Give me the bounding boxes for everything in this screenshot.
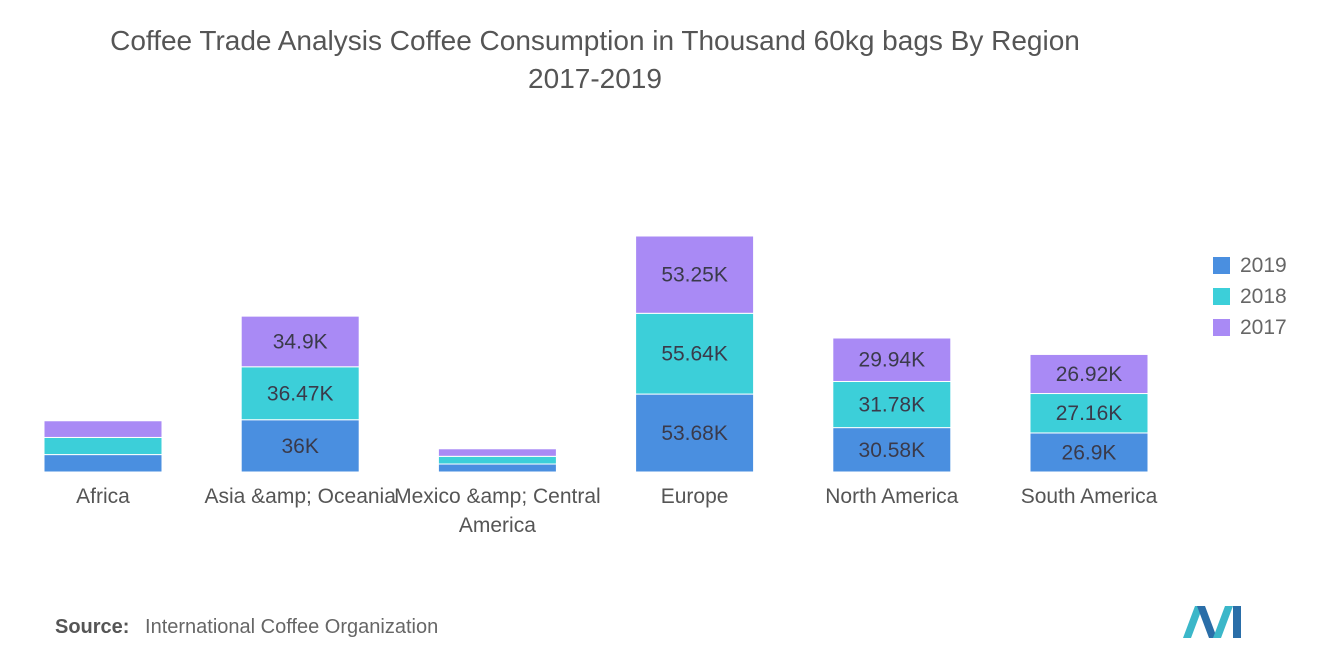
data-label-2017-5: 26.92K [1056,363,1123,386]
bar-2018-1 [240,366,360,421]
data-label-2017-3: 53.25K [661,264,728,287]
chart-plot: Africa 36K 36.47K 34.9K Asia &amp; OceaniaMe… [43,235,1158,537]
data-label-2019-1: 36K [282,435,319,458]
chart-legend: 2019 2018 2017 [1213,250,1287,343]
legend-item-2017: 2017 [1213,312,1287,343]
legend-swatch-2019 [1213,257,1230,274]
data-label-2019-4: 30.58K [859,439,926,462]
data-label-2017-4: 29.94K [859,349,926,372]
data-label-2019-5: 26.9K [1062,441,1117,464]
data-label-2018-3: 55.64K [661,343,728,366]
chart-title-line1: Coffee Trade Analysis Coffee Consumption… [110,25,1080,56]
bar-2018-5 [1029,393,1149,434]
data-label-2018-1: 36.47K [267,382,334,405]
chart-title-line2: 2017-2019 [528,63,662,94]
bar-2017-2 [437,448,557,457]
legend-label-2018: 2018 [1240,284,1287,308]
bar-2017-5 [1029,353,1149,395]
data-label-2019-3: 53.68K [661,422,728,445]
category-label-2: Mexico &amp; Central [394,485,601,508]
data-label-2018-4: 31.78K [859,394,926,417]
bar-2019-0 [43,454,163,473]
category-label-2: America [459,514,536,537]
chart-title: Coffee Trade Analysis Coffee Consumption… [30,22,1160,98]
bar-2019-1 [240,419,360,473]
data-label-2017-1: 34.9K [273,330,328,353]
bar-2019-2 [437,463,557,473]
category-label-5: South America [1021,485,1158,508]
bar-2019-4 [832,427,952,473]
bar-2018-4 [832,380,952,429]
source-note: Source: International Coffee Organizatio… [55,616,438,639]
bar-2018-3 [635,312,755,395]
source-text: International Coffee Organization [145,616,439,638]
bar-2017-3 [635,235,755,314]
bar-2018-2 [437,455,557,465]
brand-logo-icon [1183,606,1241,638]
legend-swatch-2018 [1213,288,1230,305]
bar-2017-0 [43,420,163,438]
legend-item-2019: 2019 [1213,250,1287,281]
category-label-3: Europe [661,485,729,508]
bar-2019-5 [1029,432,1149,473]
legend-label-2019: 2019 [1240,253,1287,277]
category-label-0: Africa [76,485,130,508]
legend-label-2017: 2017 [1240,315,1287,339]
category-label-4: North America [825,485,958,508]
data-label-2018-5: 27.16K [1056,402,1123,425]
bar-2017-4 [832,337,952,382]
category-label-1: Asia &amp; Oceania [204,485,396,508]
legend-swatch-2017 [1213,319,1230,336]
legend-item-2018: 2018 [1213,281,1287,312]
source-label: Source: [55,616,130,638]
bar-2018-0 [43,436,163,456]
bar-2017-1 [240,315,360,368]
